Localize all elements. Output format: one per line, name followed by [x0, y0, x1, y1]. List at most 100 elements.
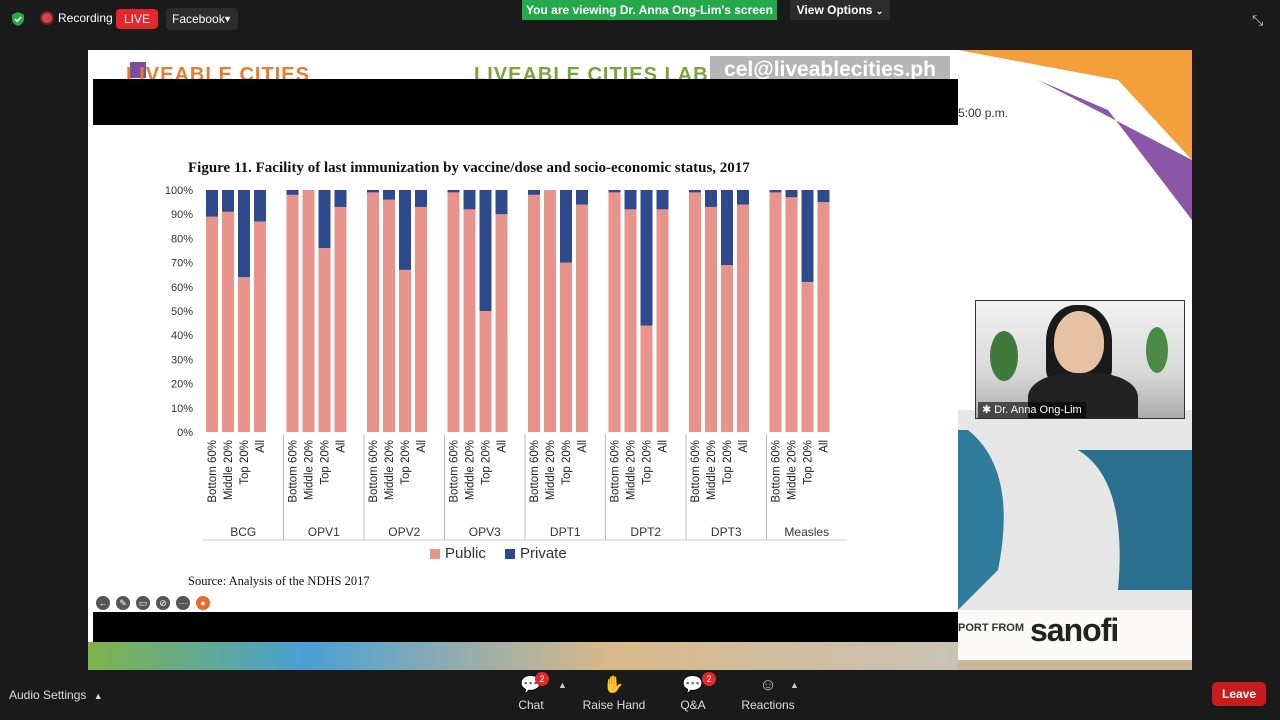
bar-public [656, 209, 669, 432]
x-group-label: Measles [784, 525, 829, 539]
bar-public [206, 216, 218, 432]
video-off-icon[interactable]: ⊘ [156, 596, 170, 610]
bar-private [689, 190, 701, 193]
security-shield-icon[interactable] [10, 11, 26, 27]
black-bar-bottom [93, 612, 958, 642]
bar-public [817, 202, 830, 432]
bar-private [222, 190, 234, 212]
black-bar-top [93, 79, 958, 125]
bar-public [447, 192, 460, 432]
plant-decoration [1146, 327, 1168, 373]
meeting-controls-bar: Audio Settings ▲ 💬 Chat 2 ▲ ✋ Raise Hand… [0, 670, 1280, 720]
back-arrow-icon[interactable]: ← [96, 596, 110, 610]
y-tick-label: 90% [171, 209, 193, 221]
sanofi-logo: sanofi [1030, 612, 1119, 648]
record-icon[interactable]: ● [196, 596, 210, 610]
bar-public [334, 206, 347, 432]
chevron-up-icon[interactable]: ▲ [790, 680, 799, 690]
participant-face [1054, 311, 1104, 373]
x-group-label: OPV1 [308, 525, 340, 539]
figure-source: Source: Analysis of the NDHS 2017 [188, 574, 370, 588]
pen-icon[interactable]: ✎ [116, 596, 130, 610]
bar-private [576, 190, 588, 205]
livestream-platform-dropdown[interactable]: Facebook ▼ [166, 8, 238, 30]
viewing-screen-banner: You are viewing Dr. Anna Ong-Lim's scree… [522, 0, 777, 20]
participant-name: Dr. Anna Ong-Lim [994, 404, 1082, 416]
reactions-button[interactable]: ☺ Reactions [728, 675, 808, 713]
x-subcategory-label: All [658, 440, 670, 453]
smiley-icon: ☺ [759, 675, 777, 694]
bar-private [318, 190, 331, 249]
figure-title: Figure 11. Facility of last immunization… [188, 160, 750, 176]
x-group-label: DPT3 [711, 525, 742, 539]
plant-decoration [990, 331, 1018, 381]
exit-fullscreen-icon[interactable]: ⤡ [1252, 12, 1264, 28]
bar-private [801, 190, 814, 282]
bar-private [463, 190, 476, 210]
chevron-down-icon: ⌄ [875, 6, 884, 16]
bar-public [608, 192, 621, 432]
qa-bubbles-icon: 💬 [682, 675, 704, 694]
x-subcategory-label: All [497, 440, 509, 453]
live-badge[interactable]: LIVE [116, 9, 158, 29]
recording-indicator[interactable]: Recording [42, 11, 113, 25]
y-tick-label: 80% [171, 233, 193, 245]
x-subcategory-label: Top 20% [239, 440, 251, 485]
recording-dot-icon [42, 13, 52, 23]
bar-private [367, 190, 379, 193]
bar-public [544, 190, 556, 432]
bar-public [383, 199, 395, 432]
bar-public [528, 194, 540, 432]
raise-hand-label: Raise Hand [582, 698, 646, 712]
bar-private [737, 190, 749, 205]
bar-private [721, 190, 733, 266]
audio-settings-label: Audio Settings [9, 688, 87, 702]
x-subcategory-label: All [255, 440, 267, 453]
captions-icon[interactable]: ▭ [136, 596, 150, 610]
chevron-down-icon: ▼ [223, 14, 232, 24]
qa-button[interactable]: 💬 Q&A [653, 675, 733, 713]
y-tick-label: 40% [171, 330, 193, 342]
y-tick-label: 0% [177, 427, 193, 439]
bar-public [302, 190, 315, 432]
x-group-label: DPT1 [550, 525, 581, 539]
y-tick-label: 100% [165, 185, 193, 197]
bar-public [640, 325, 653, 432]
legend-label-public: Public [445, 545, 486, 562]
more-icon[interactable]: ⋯ [176, 596, 190, 610]
x-subcategory-label: Middle 20% [706, 440, 718, 500]
view-options-button[interactable]: View Options ⌄ [790, 0, 890, 20]
bar-public [801, 281, 814, 432]
bar-public [254, 221, 266, 432]
stacked-bar-chart: 0% 10% 20% 30% 40% 50% 60% 70% 80% 90% 100% Bottom … [165, 185, 847, 562]
x-subcategory-label: Top 20% [481, 440, 493, 485]
slide-bottom-strip [88, 642, 958, 670]
shared-screen: LIVEABLE CITIES LIVEABLE CITIES LAB cel@… [88, 50, 1192, 670]
raise-hand-button[interactable]: ✋ Raise Hand [574, 676, 654, 713]
x-group-label: BCG [230, 525, 256, 539]
meeting-top-bar: Recording LIVE Facebook ▼ You are viewin… [0, 0, 1280, 40]
audio-settings-button[interactable]: Audio Settings ▲ [9, 688, 103, 702]
bar-private [415, 190, 427, 207]
view-options-label: View Options [796, 3, 873, 17]
bar-private [254, 190, 266, 222]
x-subcategory-label: Top 20% [320, 440, 332, 485]
chevron-up-icon[interactable]: ▲ [558, 680, 567, 690]
bar-public [737, 204, 749, 432]
bar-public [318, 248, 331, 432]
legend-label-private: Private [520, 545, 567, 562]
bar-public [624, 209, 637, 432]
bar-private [785, 190, 798, 198]
x-subcategory-label: All [738, 440, 750, 453]
legend-swatch-public [430, 549, 440, 559]
x-subcategory-label: All [416, 440, 428, 453]
x-subcategory-label: Bottom 60% [771, 440, 783, 503]
chat-unread-badge: 2 [535, 672, 549, 686]
leave-button[interactable]: Leave [1212, 682, 1266, 706]
x-subcategory-label: Middle 20% [223, 440, 235, 500]
qa-unread-badge: 2 [702, 672, 716, 686]
participant-video-tile[interactable]: ✱ Dr. Anna Ong-Lim [975, 300, 1185, 419]
event-time-text: 5:00 p.m. [958, 106, 1009, 120]
bar-public [576, 204, 588, 432]
x-subcategory-label: Top 20% [722, 440, 734, 485]
